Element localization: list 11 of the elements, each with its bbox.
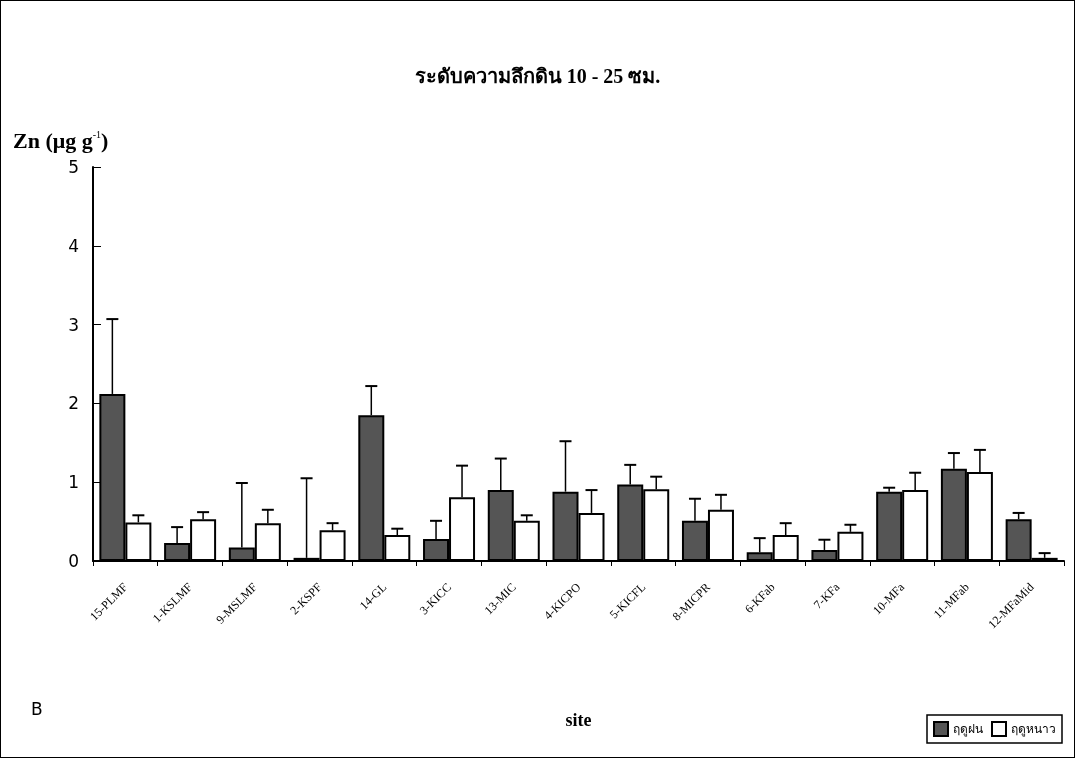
y-tick-label: 5 xyxy=(68,157,79,177)
legend-label: ฤดูหนาว xyxy=(1011,722,1056,737)
y-tick-label: 3 xyxy=(68,314,79,335)
y-tick-label: 4 xyxy=(68,235,79,256)
text: B xyxy=(31,698,43,719)
y-tick-label: 0 xyxy=(68,551,79,571)
y-tick-label: 1 xyxy=(68,472,79,493)
x-axis-title: site xyxy=(565,710,592,730)
legend-label: ฤดูฝน xyxy=(953,722,983,737)
chart-title: ระดับความลึกดิน 10 - 25 ซม. xyxy=(414,65,661,87)
y-tick-label: 2 xyxy=(68,393,79,414)
